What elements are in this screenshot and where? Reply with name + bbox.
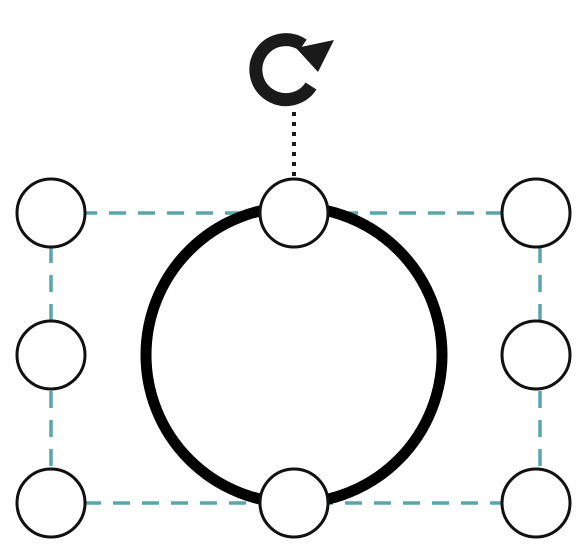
resize-handle-top-right[interactable] (500, 177, 572, 249)
resize-handle-top-left[interactable] (15, 177, 87, 249)
selection-box (49, 211, 542, 505)
resize-handle-top-center[interactable] (258, 177, 330, 249)
resize-handle-bottom-left[interactable] (15, 467, 87, 539)
resize-handle-bottom-right[interactable] (500, 467, 572, 539)
resize-handle-middle-right[interactable] (500, 319, 572, 391)
selected-circle-shape[interactable] (140, 201, 448, 509)
resize-handle-middle-left[interactable] (15, 319, 87, 391)
resize-handle-bottom-center[interactable] (258, 467, 330, 539)
rotate-icon[interactable] (249, 33, 334, 107)
